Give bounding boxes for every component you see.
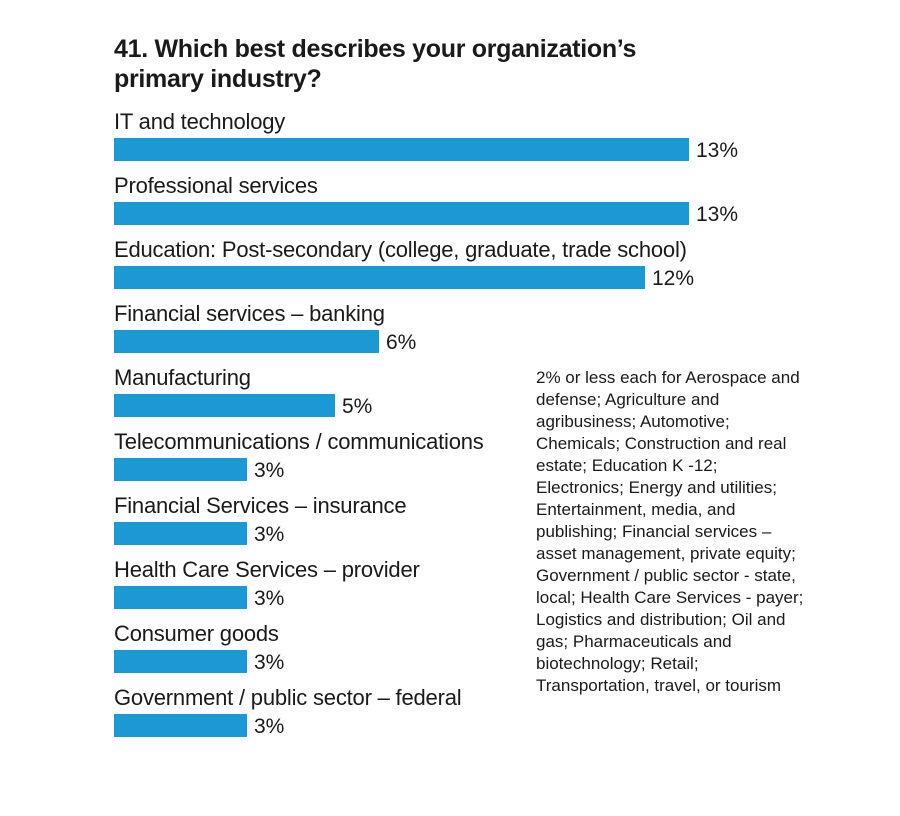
category-label: Financial services – banking	[114, 301, 385, 326]
category-label: Telecommunications / communications	[114, 429, 484, 454]
bar	[114, 138, 689, 161]
value-label: 3%	[254, 523, 285, 546]
value-label: 6%	[386, 331, 417, 354]
other-industries-note: 2% or less each for Aerospace and defens…	[536, 368, 804, 695]
bar	[114, 522, 247, 545]
value-label: 5%	[342, 395, 373, 418]
value-label: 3%	[254, 651, 285, 674]
bar	[114, 202, 689, 225]
bar	[114, 714, 247, 737]
value-label: 3%	[254, 715, 285, 738]
bar	[114, 458, 247, 481]
bar	[114, 266, 645, 289]
bar	[114, 330, 379, 353]
category-label: Education: Post-secondary (college, grad…	[114, 237, 687, 262]
category-label: Health Care Services – provider	[114, 557, 420, 582]
category-label: Government / public sector – federal	[114, 685, 462, 710]
chart-title: 41. Which best describes your organizati…	[114, 35, 637, 93]
bar	[114, 586, 247, 609]
category-label: Professional services	[114, 173, 318, 198]
category-label: Financial Services – insurance	[114, 493, 407, 518]
value-label: 3%	[254, 459, 285, 482]
category-label: IT and technology	[114, 109, 286, 134]
bar	[114, 394, 335, 417]
value-label: 3%	[254, 587, 285, 610]
category-label: Consumer goods	[114, 621, 279, 646]
category-label: Manufacturing	[114, 365, 251, 390]
value-label: 13%	[696, 139, 739, 162]
value-label: 12%	[652, 267, 695, 290]
bar	[114, 650, 247, 673]
value-label: 13%	[696, 203, 739, 226]
